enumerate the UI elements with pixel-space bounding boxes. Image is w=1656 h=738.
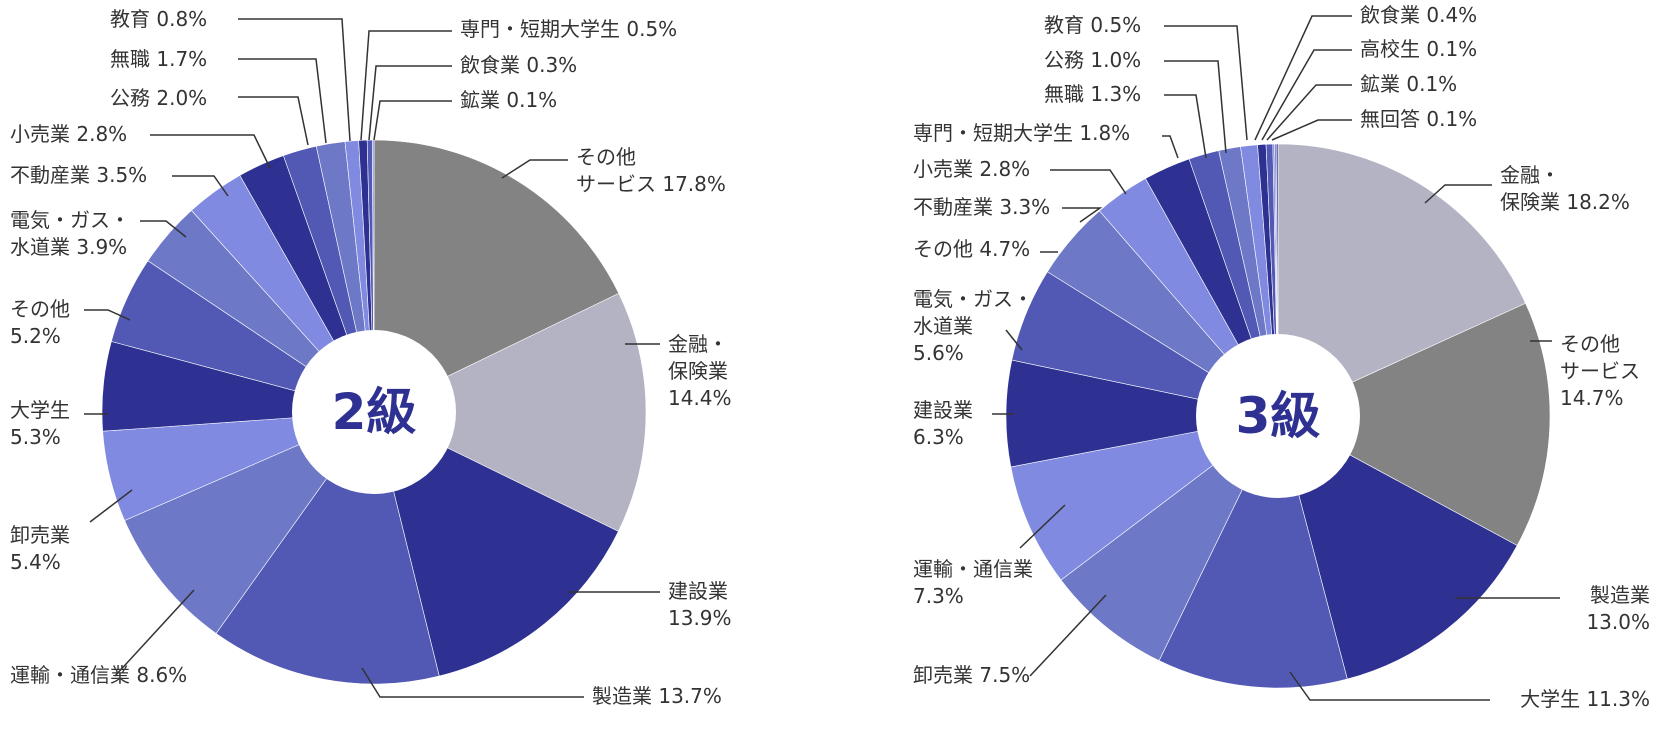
pie-slice-製造業 [1277, 415, 1518, 680]
leader-line [1162, 135, 1179, 159]
pie-center-label: 2級 [332, 383, 417, 441]
leader-line [1164, 25, 1248, 141]
leader-line [238, 18, 351, 142]
leader-line [1019, 504, 1066, 549]
slice-label-小売業: 小売業 2.8% [10, 122, 127, 146]
slice-label-大学生: 大学生 11.3% [1520, 687, 1650, 711]
slice-label-建設業: 建設業 6.3% [913, 398, 973, 449]
leader-line [1271, 119, 1352, 141]
slice-label-鉱業: 鉱業 0.1% [460, 88, 557, 112]
slice-label-金融保険業: 金融・保険業 14.4% [668, 332, 732, 410]
leader-line [501, 159, 568, 179]
leader-line [1005, 329, 1023, 351]
slice-label-無職: 無職 1.7% [110, 47, 207, 71]
leader-line [360, 30, 452, 141]
pie-slice-その他サービス [1277, 302, 1551, 546]
slice-label-教育: 教育 0.8% [110, 7, 207, 31]
slice-label-その他: その他 4.7% [913, 237, 1030, 261]
leader-line [1050, 169, 1127, 195]
slice-label-建設業: 建設業 13.9% [668, 579, 732, 630]
slice-label-教育: 教育 0.5% [1044, 13, 1141, 37]
pie-slice-その他サービス [373, 139, 620, 413]
slice-label-無回答: 無回答 0.1% [1360, 107, 1477, 131]
pie-slice-運輸通信業 [124, 411, 375, 634]
slice-label-卸売業: 卸売業 5.4% [10, 523, 70, 574]
slice-label-運輸通信業: 運輸・通信業 7.3% [913, 557, 1033, 608]
slice-label-飲食業: 飲食業 0.3% [460, 53, 577, 77]
slice-label-小売業: 小売業 2.8% [913, 157, 1030, 181]
slice-label-高校生: 高校生 0.1% [1360, 37, 1477, 61]
slice-label-無職: 無職 1.3% [1044, 82, 1141, 106]
leader-line [238, 58, 327, 144]
pie-center-hole [292, 330, 456, 494]
leader-line [1164, 94, 1207, 159]
leader-line [1062, 207, 1103, 223]
slice-label-製造業: 製造業 13.7% [592, 684, 722, 708]
pie-slice-建設業 [373, 411, 619, 677]
slice-label-電気ガス水道業: 電気・ガス・水道業 3.9% [10, 208, 130, 259]
leader-line [1254, 15, 1352, 141]
leader-line [84, 309, 131, 321]
pie-chart-grade-2: 2級 その他サービス 17.8% 金融・保険業 14.4% 建設業 13.9% 製造業 1… [10, 7, 732, 708]
slice-label-運輸通信業: 運輸・通信業 8.6% [10, 663, 187, 687]
pie-center-hole [1196, 334, 1360, 498]
pie-chart-grade-3: 3級 金融・保険業 18.2% その他サービス 14.7% 製造業 13.0% 大学生 1… [913, 3, 1650, 711]
slice-label-大学生: 大学生 5.3% [10, 398, 70, 449]
leader-line [89, 489, 133, 523]
leader-line [150, 134, 271, 169]
pie-center-label: 3級 [1236, 387, 1321, 445]
leader-line [1164, 60, 1227, 154]
leader-line [368, 65, 452, 141]
slice-label-卸売業: 卸売業 7.5% [913, 663, 1030, 687]
leader-line [1029, 594, 1107, 677]
pie-slice-金融保険業 [1277, 143, 1526, 417]
pie-slice-大学生 [1158, 415, 1348, 689]
slice-label-公務: 公務 2.0% [110, 86, 207, 110]
pie-slice-金融保険業 [373, 292, 647, 532]
slice-label-専門短期大学生: 専門・短期大学生 1.8% [913, 121, 1130, 145]
leader-line [238, 96, 309, 146]
slice-label-専門短期大学生: 専門・短期大学生 0.5% [460, 17, 677, 41]
slice-label-製造業: 製造業 13.0% [1586, 583, 1650, 634]
leader-line [361, 667, 584, 698]
leader-line [1266, 84, 1352, 141]
slice-label-不動産業: 不動産業 3.5% [10, 163, 147, 187]
leader-line [140, 220, 187, 238]
leader-line [172, 175, 229, 197]
leader-line [114, 589, 195, 677]
slice-label-不動産業: 不動産業 3.3% [913, 195, 1050, 219]
slice-label-鉱業: 鉱業 0.1% [1360, 72, 1457, 96]
slice-label-飲食業: 飲食業 0.4% [1360, 3, 1477, 27]
slice-label-公務: 公務 1.0% [1044, 48, 1141, 72]
leader-line [1289, 671, 1490, 701]
slice-label-金融保険業: 金融・保険業 18.2% [1500, 163, 1630, 214]
slice-label-その他サービス: その他サービス 17.8% [576, 145, 726, 196]
slice-label-その他サービス: その他サービス 14.7% [1560, 332, 1640, 410]
slice-label-その他: その他 5.2% [10, 297, 70, 348]
leader-line [373, 100, 452, 141]
leader-line [1261, 49, 1352, 141]
leader-line [1424, 184, 1492, 204]
slice-label-電気ガス水道業: 電気・ガス・水道業 5.6% [913, 287, 1033, 365]
